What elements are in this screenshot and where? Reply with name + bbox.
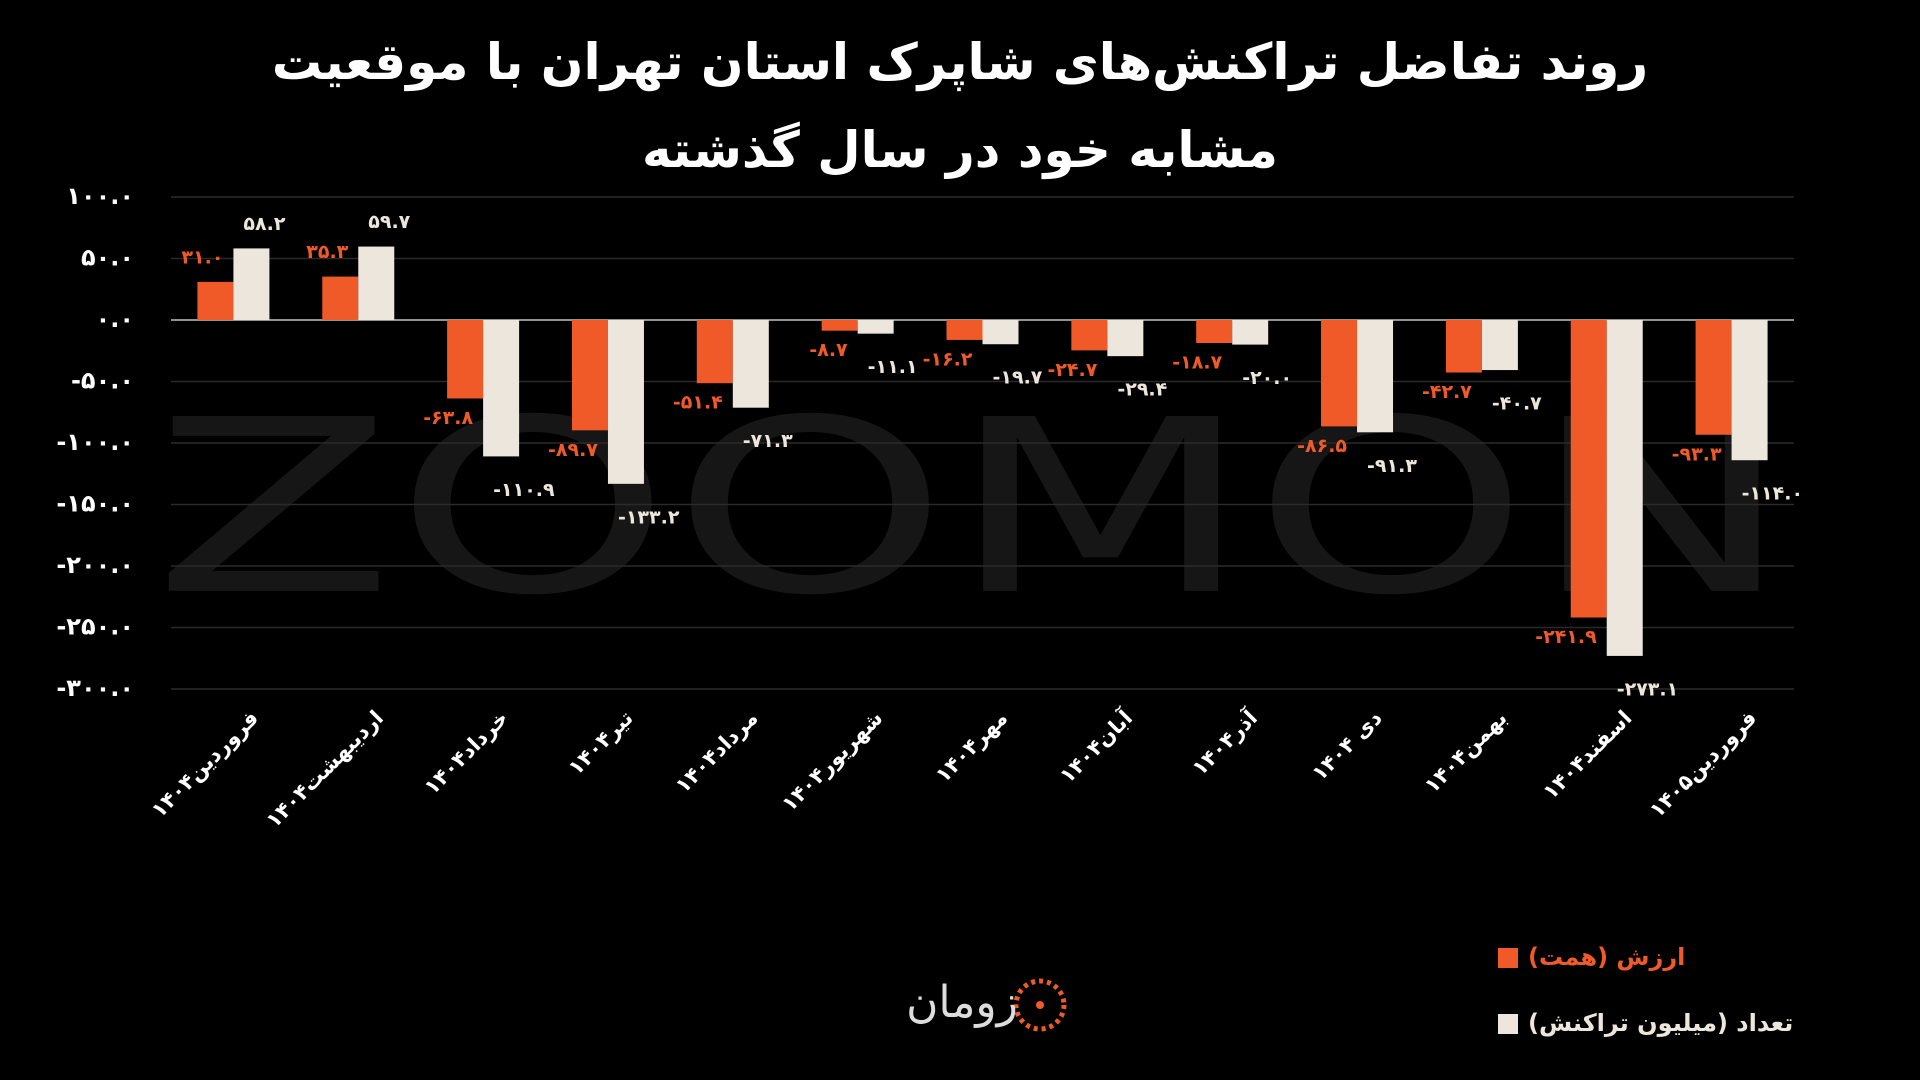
bar	[197, 281, 234, 320]
y-tick-label: -۳۰۰.۰	[56, 674, 134, 702]
bar	[322, 276, 359, 320]
x-tick-label: فروردین۱۴۰۴	[147, 706, 264, 823]
bar	[1445, 320, 1482, 373]
bar	[1071, 320, 1108, 351]
data-label: -۴۲.۷	[1422, 381, 1472, 403]
bar	[233, 248, 270, 320]
x-tick-label: مرداد۱۴۰۴	[671, 706, 763, 798]
data-label: -۸.۷	[809, 339, 848, 361]
y-tick-label: ۵۰.۰	[81, 244, 134, 272]
bar	[483, 320, 520, 457]
bar	[571, 320, 608, 431]
x-tick-label: دی ۱۴۰۴	[1307, 706, 1387, 786]
data-label: -۷۱.۳	[743, 430, 793, 452]
bar	[857, 320, 894, 334]
logo-dot	[1036, 1001, 1044, 1009]
data-label: -۲۴۱.۹	[1535, 626, 1597, 648]
data-label: -۱۹.۷	[993, 367, 1043, 389]
x-tick-label: تیر۱۴۰۴	[564, 706, 638, 780]
bar	[607, 320, 644, 484]
data-label: -۱۸.۷	[1172, 352, 1222, 374]
bar	[1107, 320, 1144, 357]
legend-swatch	[1498, 948, 1518, 968]
data-label: -۲۷۳.۱	[1617, 678, 1679, 700]
bar	[946, 320, 983, 340]
data-label: -۱۶.۲	[923, 348, 973, 370]
bar	[1731, 320, 1768, 461]
data-label: -۱۱۰.۹	[493, 479, 555, 501]
data-label: -۲۴.۷	[1047, 359, 1097, 381]
data-label: -۱۱.۱	[868, 356, 918, 378]
data-label: -۶۳.۸	[423, 407, 473, 429]
legend-label: تعداد (میلیون تراکنش)	[1528, 1009, 1793, 1037]
legend-swatch	[1498, 1014, 1518, 1034]
x-tick-label: خرداد۱۴۰۴	[419, 706, 513, 800]
watermark: ZOOMON	[153, 368, 1793, 648]
y-tick-label: -۱۰۰.۰	[56, 428, 134, 456]
data-label: -۹۱.۳	[1367, 455, 1417, 477]
data-label: -۸۶.۵	[1297, 435, 1347, 457]
x-tick-label: بهمن۱۴۰۴	[1420, 706, 1512, 798]
logo-ring	[1013, 978, 1067, 1032]
data-label: -۴۰.۷	[1492, 393, 1542, 415]
x-tick-label: اسفند۱۴۰۴	[1538, 706, 1636, 804]
data-label: -۲۹.۴	[1117, 379, 1167, 401]
data-label: -۲۰.۰	[1242, 367, 1292, 389]
bar	[1232, 320, 1269, 345]
bar	[1695, 320, 1732, 435]
bar	[696, 320, 733, 384]
bar	[1481, 320, 1518, 371]
bar	[821, 320, 858, 331]
bar	[447, 320, 484, 399]
data-label: -۱۳۳.۲	[618, 506, 680, 528]
chart-title: روند تفاضل تراکنش‌های شاپرک استان تهران …	[271, 33, 1649, 179]
y-tick-label: -۲۵۰.۰	[56, 613, 134, 641]
bar	[1196, 320, 1233, 344]
data-label: -۵۱.۴	[673, 392, 723, 414]
x-tick-label: اردیبهشت۱۴۰۴	[261, 706, 388, 833]
x-tick-label: آبان۱۴۰۴	[1054, 705, 1137, 788]
bar	[1570, 320, 1607, 618]
y-tick-label: ۱۰۰.۰	[66, 182, 134, 210]
data-label: -۹۳.۳	[1672, 443, 1722, 465]
data-label: ۵۸.۲	[243, 213, 285, 235]
data-label: -۸۹.۷	[548, 439, 598, 461]
x-tick-label: فروردین۱۴۰۵	[1645, 706, 1762, 823]
y-tick-label: -۵۰.۰	[71, 367, 134, 395]
data-label: ۳۱.۰	[181, 246, 223, 268]
bar	[732, 320, 769, 408]
y-tick-label: -۱۵۰.۰	[56, 490, 134, 518]
x-tick-label: آذر۱۴۰۴	[1187, 705, 1263, 781]
bar	[1357, 320, 1394, 433]
logo-text: زومان	[906, 977, 1018, 1028]
bar	[1321, 320, 1358, 427]
y-tick-label: ۰.۰	[96, 305, 134, 333]
data-label: ۵۹.۷	[368, 211, 410, 233]
logo-icon	[1013, 978, 1067, 1032]
legend-label: ارزش (همت)	[1528, 943, 1685, 971]
x-tick-label: مهر۱۴۰۴	[931, 706, 1012, 787]
bar	[1606, 320, 1643, 656]
y-tick-label: -۲۰۰.۰	[56, 551, 134, 579]
data-label: ۳۵.۳	[306, 241, 348, 263]
bar	[358, 246, 395, 320]
x-tick-label: شهریور۱۴۰۴	[777, 706, 887, 816]
data-label: -۱۱۴.۰	[1742, 483, 1804, 505]
bar	[982, 320, 1019, 345]
